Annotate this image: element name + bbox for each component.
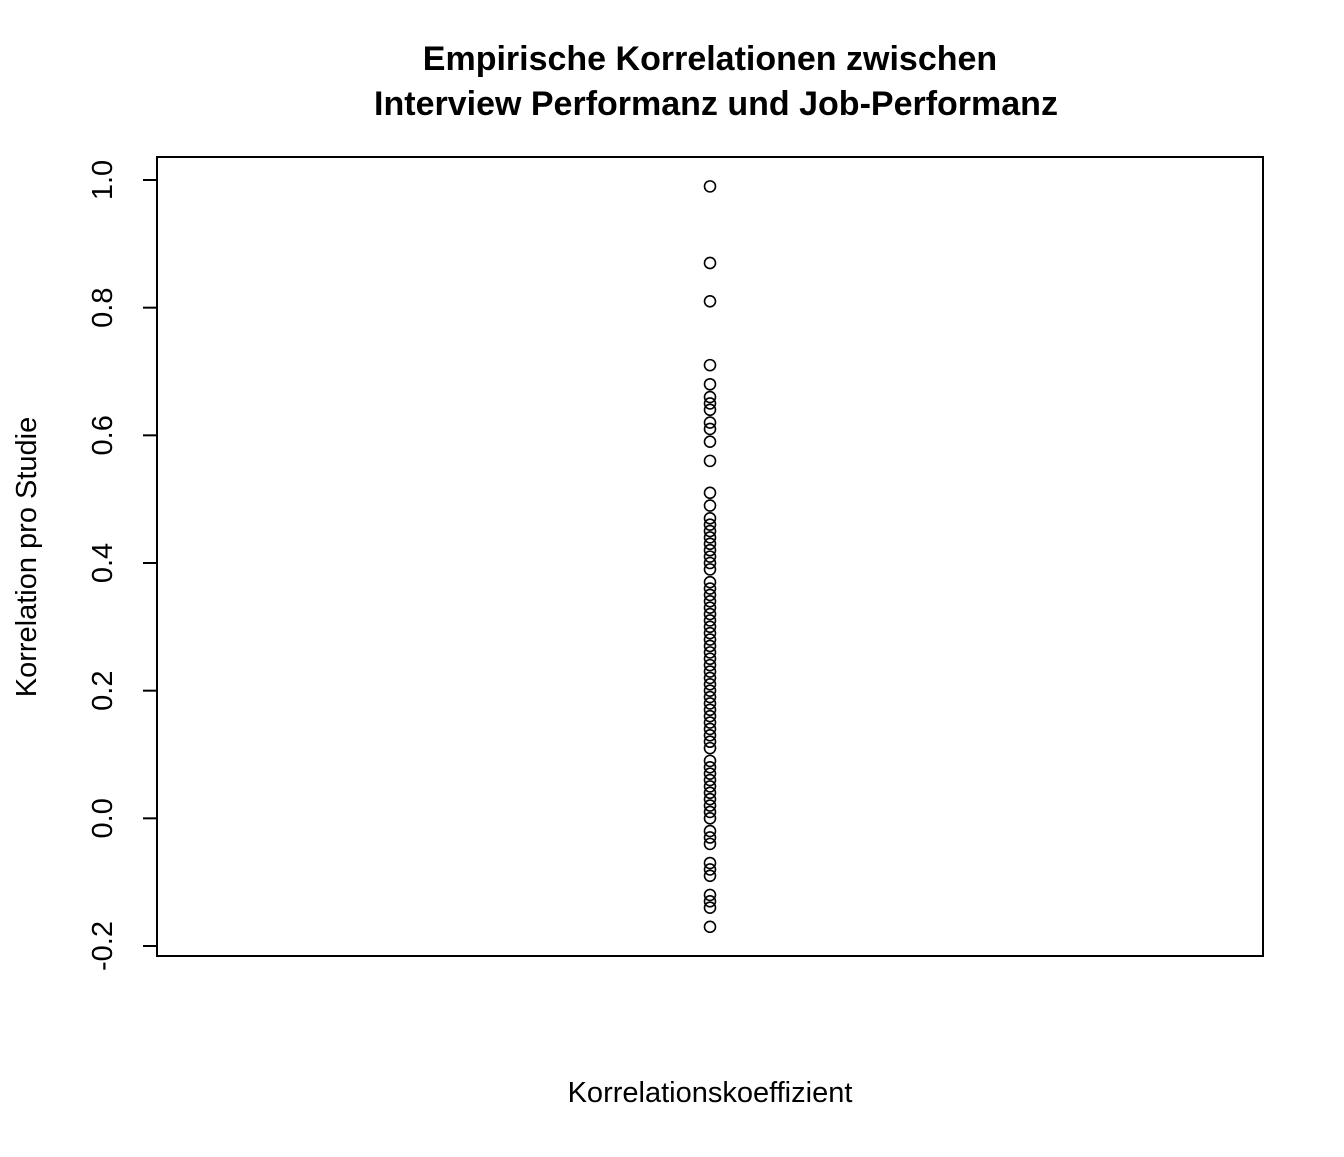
data-point	[703, 614, 717, 627]
y-tick-label: 0.8	[87, 288, 119, 328]
data-point	[703, 556, 717, 570]
data-point	[703, 824, 717, 838]
data-point	[703, 690, 717, 704]
data-point	[703, 863, 717, 876]
data-point	[703, 397, 717, 410]
data-point	[703, 652, 717, 666]
data-point	[703, 550, 717, 563]
data-point	[703, 792, 717, 806]
data-point	[703, 805, 717, 819]
data-point	[703, 588, 717, 602]
data-point	[703, 518, 717, 532]
data-point	[703, 658, 717, 672]
data-point	[703, 601, 717, 614]
data-point	[703, 760, 717, 774]
data-point	[703, 403, 717, 417]
data-point	[703, 697, 717, 710]
data-point	[703, 416, 717, 429]
data-point	[703, 607, 717, 621]
data-point	[703, 620, 717, 634]
y-tick-label: 0.6	[87, 415, 119, 455]
data-point	[703, 786, 717, 800]
data-point	[703, 869, 717, 883]
data-point	[703, 773, 717, 787]
data-point	[703, 831, 717, 844]
data-point	[703, 780, 717, 793]
data-point	[703, 716, 717, 729]
data-point	[703, 499, 717, 512]
y-tick-label: 0.2	[87, 671, 119, 711]
data-point	[703, 390, 717, 404]
data-point	[703, 537, 717, 551]
data-point	[703, 594, 717, 608]
data-point	[703, 888, 717, 902]
y-tick-label: 1.0	[87, 160, 119, 200]
data-point	[703, 486, 717, 500]
data-point	[703, 646, 717, 659]
data-point	[703, 767, 717, 780]
data-point	[703, 575, 717, 589]
data-point	[703, 512, 717, 525]
y-tick-label: 0.0	[87, 798, 119, 838]
data-point	[703, 639, 717, 653]
data-point	[703, 684, 717, 697]
data-point	[703, 799, 717, 812]
data-point	[703, 901, 717, 915]
y-axis-label: Korrelation pro Studie	[11, 417, 43, 698]
data-point	[703, 626, 717, 640]
data-point	[703, 524, 717, 538]
data-point	[703, 294, 717, 308]
data-points	[703, 180, 717, 934]
data-point	[703, 454, 717, 468]
data-point	[703, 895, 717, 908]
data-point	[703, 543, 717, 557]
data-point	[703, 837, 717, 851]
data-point	[703, 665, 717, 678]
chart-title-line-1: Empirische Korrelationen zwischen	[423, 40, 997, 78]
data-point	[703, 735, 717, 749]
data-point	[703, 729, 717, 742]
y-tick-label: -0.2	[87, 921, 119, 971]
data-point	[703, 741, 717, 755]
data-point	[703, 677, 717, 691]
data-point	[703, 633, 717, 646]
data-point	[703, 703, 717, 717]
y-axis: -0.2 0.0 0.2 0.4 0.6 0.8 1.0	[87, 160, 158, 971]
data-point	[703, 722, 717, 736]
y-tick-label: 0.4	[87, 543, 119, 583]
data-point	[703, 671, 717, 685]
data-point	[703, 812, 717, 825]
chart-title-line-2: Interview Performanz und Job-Performanz	[374, 85, 1058, 123]
data-point	[703, 422, 717, 436]
data-point	[703, 920, 717, 934]
data-point	[703, 358, 717, 372]
data-point	[703, 709, 717, 723]
data-point	[703, 856, 717, 870]
data-point	[703, 531, 717, 544]
data-point	[703, 435, 717, 449]
data-point	[703, 180, 717, 193]
data-point	[703, 754, 717, 768]
data-point	[703, 563, 717, 576]
data-point	[703, 582, 717, 595]
data-point	[703, 256, 717, 270]
data-point	[703, 377, 717, 391]
x-axis-label: Korrelationskoeffizient	[568, 1077, 853, 1109]
